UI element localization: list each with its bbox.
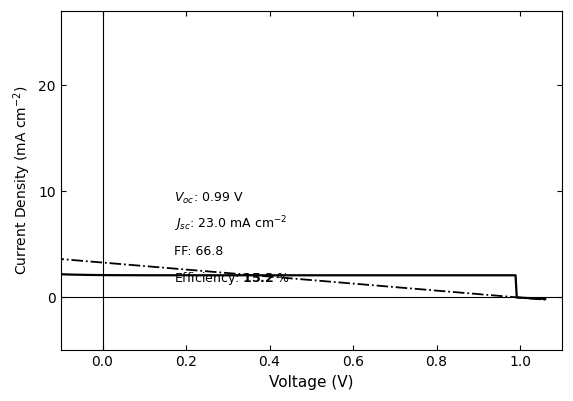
- X-axis label: Voltage (V): Voltage (V): [269, 375, 354, 390]
- Text: Efficiency: $\mathbf{15.2}$ %: Efficiency: $\mathbf{15.2}$ %: [174, 269, 290, 287]
- Text: $J_{sc}$: 23.0 mA cm$^{-2}$: $J_{sc}$: 23.0 mA cm$^{-2}$: [174, 215, 286, 234]
- Text: FF: 66.8: FF: 66.8: [174, 245, 223, 258]
- Text: $V_{oc}$: 0.99 V: $V_{oc}$: 0.99 V: [174, 191, 243, 206]
- Y-axis label: Current Density (mA cm$^{-2}$): Current Density (mA cm$^{-2}$): [11, 86, 33, 275]
